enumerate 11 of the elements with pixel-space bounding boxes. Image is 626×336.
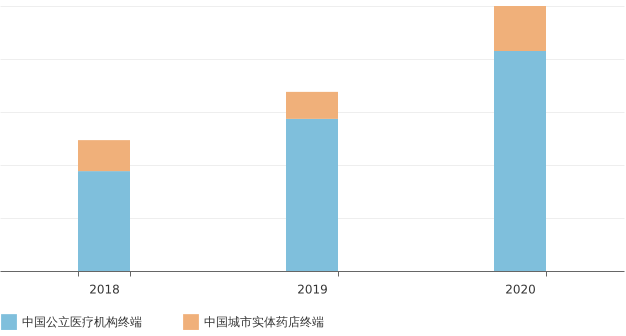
bar [494,51,546,271]
legend-label: 中国城市实体药店终端 [204,315,324,330]
x-tick-label: 2020 [505,282,536,296]
bar [78,171,130,271]
bar [494,6,546,52]
bar [286,92,338,119]
bar [78,140,130,172]
x-tick-label: 2018 [89,282,120,296]
legend-label: 中国公立医疗机构终端 [22,315,142,330]
bar [286,118,338,271]
x-tick-label: 2019 [297,282,328,296]
